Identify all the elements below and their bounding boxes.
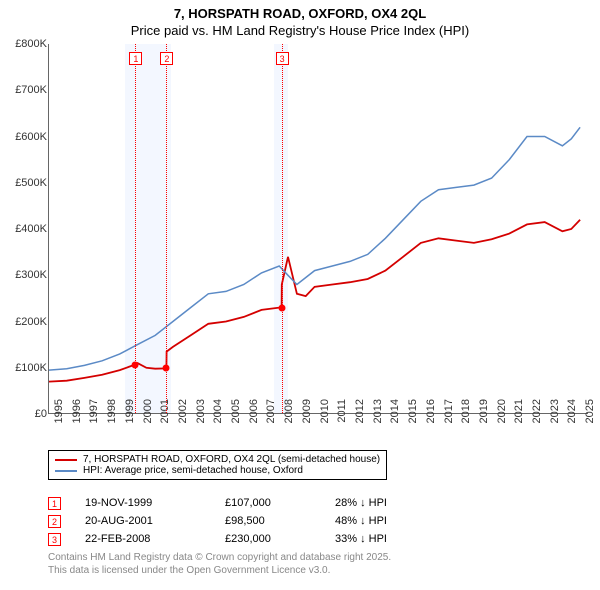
series-price_paid [49, 220, 580, 382]
sales-table: 1 19-NOV-1999£107,00028% ↓ HPI 2 20-AUG-200… [48, 494, 425, 548]
marker-dot [163, 365, 170, 372]
chart-svg [49, 44, 589, 414]
series-hpi [49, 127, 580, 370]
sale-price: £230,000 [225, 533, 335, 545]
sale-row: 1 19-NOV-1999£107,00028% ↓ HPI [48, 494, 425, 512]
sale-id-box: 3 [48, 533, 61, 546]
marker-label: 1 [129, 52, 142, 65]
y-tick-label: £0 [2, 408, 47, 420]
marker-line [166, 44, 167, 413]
legend: 7, HORSPATH ROAD, OXFORD, OX4 2QL (semi-… [48, 450, 387, 480]
legend-swatch [55, 470, 77, 472]
y-tick-label: £300K [2, 269, 47, 281]
legend-item: HPI: Average price, semi-detached house,… [55, 465, 380, 476]
marker-label: 2 [160, 52, 173, 65]
legend-label: HPI: Average price, semi-detached house,… [83, 465, 303, 476]
y-tick-label: £500K [2, 177, 47, 189]
marker-label: 3 [276, 52, 289, 65]
sale-diff: 28% ↓ HPI [335, 497, 425, 509]
marker-line [135, 44, 136, 413]
license-text: Contains HM Land Registry data © Crown c… [48, 552, 391, 577]
legend-swatch [55, 459, 77, 461]
sale-row: 3 22-FEB-2008£230,00033% ↓ HPI [48, 530, 425, 548]
title-line-1: 7, HORSPATH ROAD, OXFORD, OX4 2QL [0, 6, 600, 21]
chart-plot-area: £0£100K£200K£300K£400K£500K£600K£700K£80… [48, 44, 588, 414]
sale-diff: 48% ↓ HPI [335, 515, 425, 527]
sale-date: 19-NOV-1999 [85, 497, 225, 509]
sale-row: 2 20-AUG-2001£98,50048% ↓ HPI [48, 512, 425, 530]
y-tick-label: £800K [2, 38, 47, 50]
license-line-2: This data is licensed under the Open Gov… [48, 565, 391, 578]
y-tick-label: £400K [2, 223, 47, 235]
y-tick-label: £200K [2, 316, 47, 328]
sale-price: £98,500 [225, 515, 335, 527]
legend-item: 7, HORSPATH ROAD, OXFORD, OX4 2QL (semi-… [55, 454, 380, 465]
y-tick-label: £600K [2, 131, 47, 143]
y-tick-label: £700K [2, 84, 47, 96]
sale-diff: 33% ↓ HPI [335, 533, 425, 545]
sale-id-box: 1 [48, 497, 61, 510]
sale-id-box: 2 [48, 515, 61, 528]
title-line-2: Price paid vs. HM Land Registry's House … [0, 23, 600, 38]
chart-title: 7, HORSPATH ROAD, OXFORD, OX4 2QL Price … [0, 0, 600, 40]
sale-date: 22-FEB-2008 [85, 533, 225, 545]
license-line-1: Contains HM Land Registry data © Crown c… [48, 552, 391, 565]
sale-date: 20-AUG-2001 [85, 515, 225, 527]
marker-line [282, 44, 283, 413]
sale-price: £107,000 [225, 497, 335, 509]
y-tick-label: £100K [2, 362, 47, 374]
marker-dot [132, 361, 139, 368]
legend-label: 7, HORSPATH ROAD, OXFORD, OX4 2QL (semi-… [83, 454, 380, 465]
marker-dot [278, 304, 285, 311]
